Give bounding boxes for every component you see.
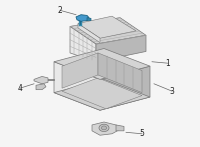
Polygon shape: [87, 18, 91, 21]
Circle shape: [101, 126, 107, 130]
Polygon shape: [54, 79, 150, 110]
Text: 2: 2: [58, 6, 62, 15]
Polygon shape: [92, 122, 120, 135]
Polygon shape: [54, 49, 150, 79]
Polygon shape: [100, 66, 150, 110]
Polygon shape: [78, 24, 100, 43]
Text: 3: 3: [170, 87, 174, 96]
Polygon shape: [70, 18, 146, 44]
Polygon shape: [96, 35, 146, 62]
Polygon shape: [116, 125, 124, 131]
Polygon shape: [98, 53, 142, 93]
Text: 5: 5: [140, 129, 144, 138]
Polygon shape: [36, 84, 46, 90]
Polygon shape: [62, 53, 98, 88]
Polygon shape: [76, 15, 89, 21]
Polygon shape: [54, 62, 100, 110]
Polygon shape: [78, 16, 136, 38]
Polygon shape: [34, 76, 48, 84]
Text: 4: 4: [18, 84, 22, 93]
Polygon shape: [62, 78, 142, 109]
Text: 1: 1: [166, 59, 170, 68]
Polygon shape: [70, 26, 96, 62]
Circle shape: [99, 124, 109, 132]
